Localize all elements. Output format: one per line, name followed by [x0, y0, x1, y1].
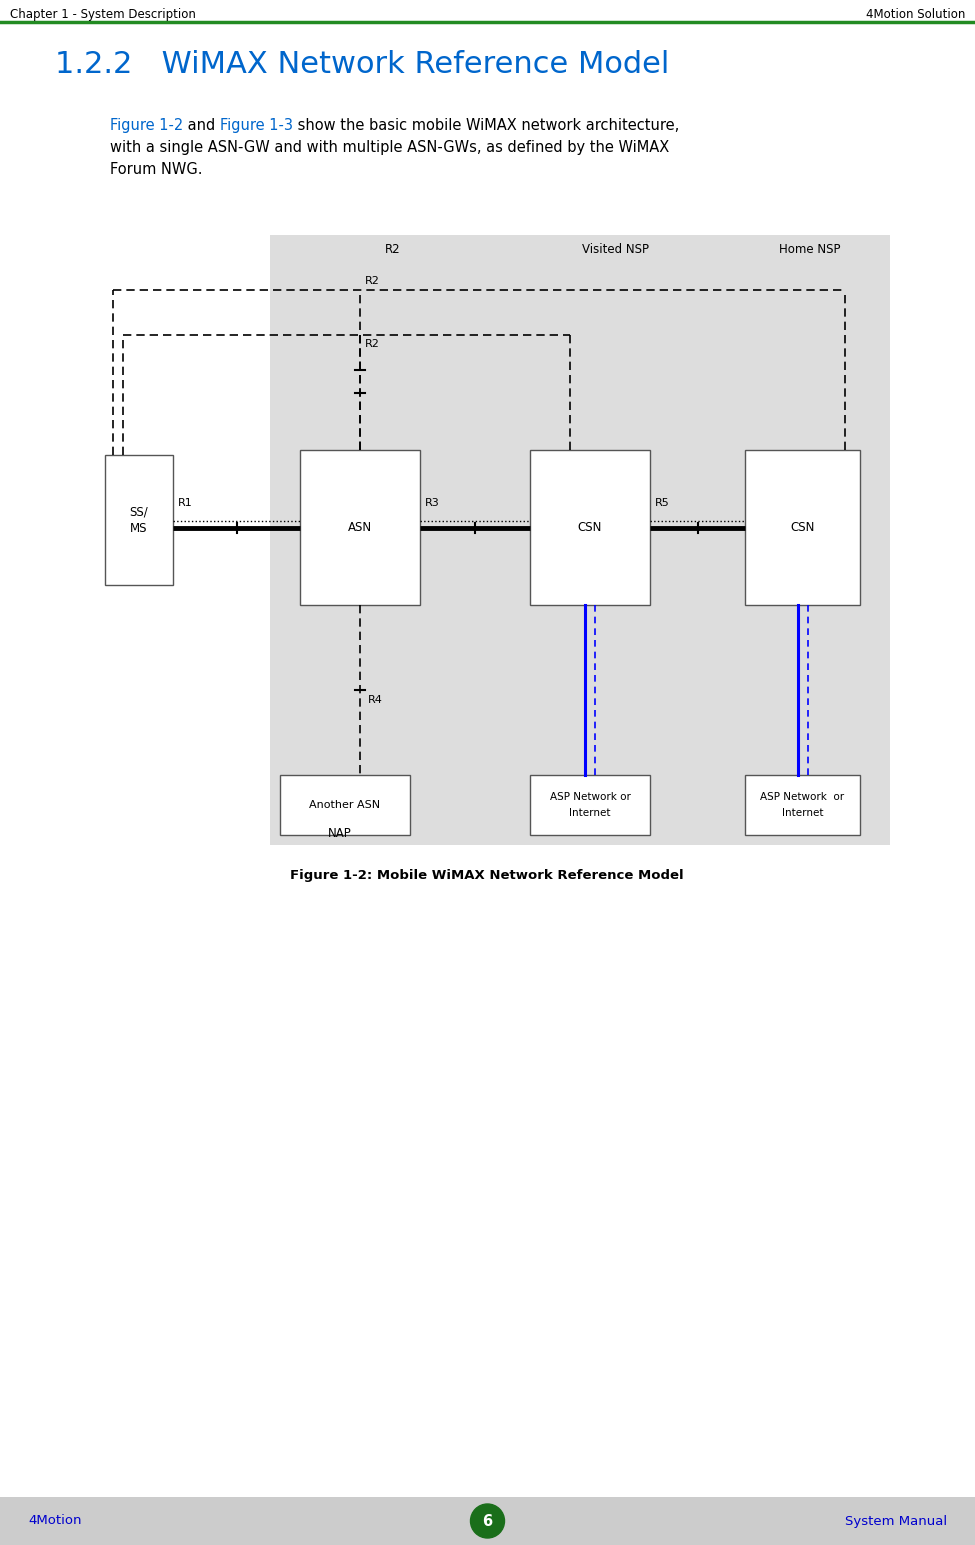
Bar	[300, 450, 420, 606]
Bar	[105, 454, 173, 586]
Text: Home NSP: Home NSP	[779, 243, 840, 256]
Bar	[500, 235, 730, 845]
Text: CSN: CSN	[578, 521, 603, 535]
Text: R2: R2	[365, 338, 380, 349]
Bar	[280, 776, 410, 834]
Text: R4: R4	[368, 695, 383, 705]
Text: ASP Network or: ASP Network or	[550, 793, 631, 802]
Text: R2: R2	[385, 243, 401, 256]
Text: 6: 6	[483, 1514, 492, 1528]
Bar	[270, 235, 575, 845]
Text: System Manual: System Manual	[845, 1514, 947, 1528]
Text: R1: R1	[178, 497, 193, 508]
Text: and: and	[183, 117, 220, 133]
Bar	[745, 776, 860, 834]
Text: Internet: Internet	[782, 808, 823, 817]
Bar	[0, 1497, 975, 1545]
Circle shape	[471, 1503, 504, 1537]
Text: R2: R2	[365, 277, 380, 286]
Text: 4Motion Solution: 4Motion Solution	[866, 8, 965, 22]
Bar	[730, 235, 890, 845]
Text: 1.2.2   WiMAX Network Reference Model: 1.2.2 WiMAX Network Reference Model	[55, 49, 670, 79]
Text: Figure 1-3: Figure 1-3	[220, 117, 293, 133]
Bar	[530, 776, 650, 834]
Text: Figure 1-2: Mobile WiMAX Network Reference Model: Figure 1-2: Mobile WiMAX Network Referen…	[291, 868, 683, 882]
Text: show the basic mobile WiMAX network architecture,: show the basic mobile WiMAX network arch…	[293, 117, 680, 133]
Text: Forum NWG.: Forum NWG.	[110, 162, 203, 178]
Text: Another ASN: Another ASN	[309, 800, 380, 810]
Bar	[745, 450, 860, 606]
Text: with a single ASN-GW and with multiple ASN-GWs, as defined by the WiMAX: with a single ASN-GW and with multiple A…	[110, 141, 669, 154]
Text: R5: R5	[655, 497, 670, 508]
Text: 4Motion: 4Motion	[28, 1514, 82, 1528]
Text: Visited NSP: Visited NSP	[581, 243, 648, 256]
Text: CSN: CSN	[791, 521, 815, 535]
Bar	[530, 450, 650, 606]
Text: Internet: Internet	[569, 808, 610, 817]
Text: NAP: NAP	[329, 827, 352, 840]
Text: ASP Network  or: ASP Network or	[760, 793, 844, 802]
Text: SS/: SS/	[130, 505, 148, 519]
Text: R3: R3	[425, 497, 440, 508]
Text: MS: MS	[131, 522, 148, 535]
Text: Chapter 1 - System Description: Chapter 1 - System Description	[10, 8, 196, 22]
Text: ASN: ASN	[348, 521, 372, 535]
Text: Figure 1-2: Figure 1-2	[110, 117, 183, 133]
